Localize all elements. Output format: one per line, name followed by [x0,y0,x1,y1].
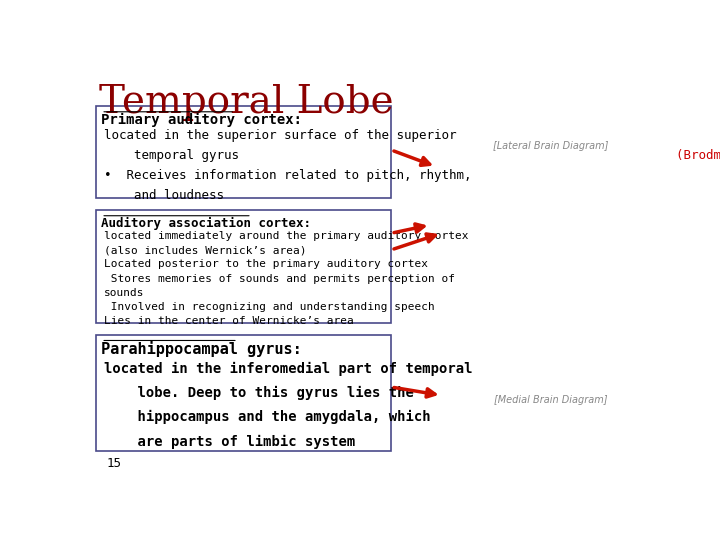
Text: lobe. Deep to this gyrus lies the: lobe. Deep to this gyrus lies the [104,386,414,400]
Text: Primary auditory cortex:: Primary auditory cortex: [101,113,302,127]
Text: located immediately around the primary auditory cortex: located immediately around the primary a… [104,231,469,241]
Text: (also includes Wernick’s area): (also includes Wernick’s area) [104,245,307,255]
Text: Temporal Lobe: Temporal Lobe [99,84,394,120]
Text: located in the superior surface of the superior: located in the superior surface of the s… [104,129,456,142]
Text: are parts of limbic system: are parts of limbic system [104,435,355,449]
Text: Parahippocampal gyrus:: Parahippocampal gyrus: [101,341,302,357]
Text: sounds: sounds [104,288,145,298]
Text: [Medial Brain Diagram]: [Medial Brain Diagram] [494,395,608,404]
Text: located in the inferomedial part of temporal: located in the inferomedial part of temp… [104,362,472,376]
Text: temporal gyrus: temporal gyrus [104,149,246,162]
Text: Located posterior to the primary auditory cortex: Located posterior to the primary auditor… [104,259,428,269]
Text: and loudness: and loudness [104,189,224,202]
Text: Involved in recognizing and understanding speech: Involved in recognizing and understandin… [104,302,435,312]
Text: Auditory association cortex:: Auditory association cortex: [101,217,311,230]
Text: •  Receives information related to pitch, rhythm,: • Receives information related to pitch,… [104,169,472,182]
Text: [Lateral Brain Diagram]: [Lateral Brain Diagram] [493,141,608,151]
Text: 15: 15 [107,457,122,470]
Bar [96,335,392,451]
Text: hippocampus and the amygdala, which: hippocampus and the amygdala, which [104,410,431,424]
Text: Lies in the center of Wernicke’s area: Lies in the center of Wernicke’s area [104,316,354,326]
Bar [96,210,392,322]
Text: (Brodmann’s area 41, 42): (Brodmann’s area 41, 42) [677,149,720,162]
Bar [96,106,392,198]
Text: Stores memories of sounds and permits perception of: Stores memories of sounds and permits pe… [104,274,455,284]
